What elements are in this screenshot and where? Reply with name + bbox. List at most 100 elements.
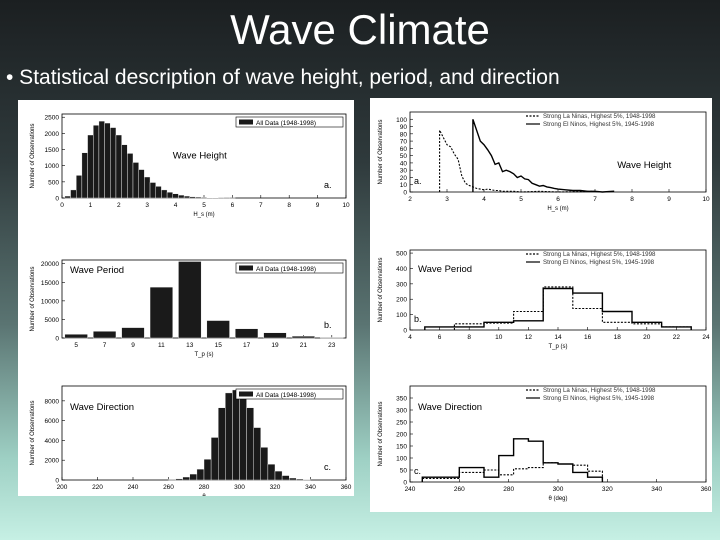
x-tick-label: 14 — [554, 334, 562, 341]
legend-entry: All Data (1948-1998) — [256, 392, 316, 399]
y-tick-label: 1500 — [45, 147, 60, 154]
x-tick-label: 280 — [503, 486, 514, 493]
y-tick-label: 5000 — [45, 317, 60, 324]
y-tick-label: 8000 — [45, 398, 60, 405]
x-tick-label: 16 — [584, 334, 592, 341]
y-tick-label: 500 — [396, 251, 407, 258]
slide-title: Wave Climate — [230, 6, 490, 53]
legend-box — [235, 262, 344, 274]
bar — [267, 463, 276, 481]
bar — [132, 162, 139, 199]
legend: Strong La Ninas, Highest 5%, 1948-1998St… — [526, 113, 656, 128]
y-tick-label: 100 — [396, 117, 407, 124]
y-axis-label: Number of Observations — [378, 257, 384, 322]
legend-entry: Strong La Ninas, Highest 5%, 1948-1998 — [543, 387, 656, 394]
x-tick-label: 6 — [556, 196, 560, 203]
y-tick-label: 150 — [396, 444, 407, 451]
x-tick-label: 260 — [454, 486, 465, 493]
y-tick-label: 20 — [400, 175, 408, 182]
panel-letter: a. — [324, 180, 332, 190]
x-axis-label: θ (deg) — [548, 496, 567, 502]
panel-letter: b. — [324, 320, 332, 330]
y-tick-label: 0 — [55, 336, 59, 343]
x-tick-label: 6 — [231, 202, 235, 209]
bar — [149, 182, 156, 199]
bar — [246, 407, 254, 481]
y-tick-label: 50 — [400, 153, 408, 160]
plot-title-label: Wave Period — [70, 265, 124, 276]
bar — [87, 134, 94, 199]
x-tick-label: 360 — [341, 484, 352, 491]
series-line-el-nino — [472, 119, 615, 193]
x-tick-label: 5 — [519, 196, 523, 203]
y-axis-label: Number of Observations — [30, 400, 36, 465]
legend-swatch — [239, 119, 253, 125]
x-tick-label: 2 — [408, 196, 412, 203]
bar — [239, 397, 247, 481]
legend: All Data (1948-1998) — [235, 262, 344, 274]
legend-swatch — [239, 391, 253, 397]
legend-entry: Strong El Ninos, Highest 5%, 1945-1998 — [543, 121, 655, 128]
panel-letter: a. — [414, 176, 422, 186]
y-tick-label: 350 — [396, 396, 407, 403]
x-tick-label: 1 — [89, 202, 93, 209]
x-tick-label: 280 — [199, 484, 210, 491]
series-line-la-nina — [439, 129, 596, 193]
x-tick-label: 9 — [316, 202, 320, 209]
y-tick-label: 0 — [55, 478, 59, 485]
bar — [196, 468, 205, 481]
left-figure-panel: 0 500 1000 1500 2000 2500 0 1 2 3 4 5 6 7 8 9 10 H_s (m) N… — [18, 100, 354, 500]
x-tick-label: 7 — [103, 342, 107, 349]
bar — [110, 127, 117, 199]
y-tick-label: 200 — [396, 432, 407, 439]
panel-letter: c. — [414, 466, 421, 476]
x-tick-label: 22 — [673, 334, 681, 341]
bar — [93, 331, 117, 339]
legend: All Data (1948-1998) — [235, 116, 344, 128]
y-tick-label: 10 — [400, 182, 408, 189]
legend-entry: Strong La Ninas, Highest 5%, 1948-1998 — [543, 251, 656, 258]
bar — [206, 320, 230, 339]
bar — [253, 427, 261, 481]
y-tick-label: 0 — [403, 480, 407, 487]
x-tick-label: 23 — [328, 342, 336, 349]
plot-title-label: Wave Direction — [418, 402, 482, 413]
x-tick-label: 20 — [643, 334, 651, 341]
bar — [291, 335, 315, 339]
plot-frame — [61, 259, 347, 339]
bar — [166, 191, 173, 199]
x-tick-label: 10 — [702, 196, 710, 203]
y-tick-label: 2000 — [45, 131, 60, 138]
x-tick-label: 7 — [593, 196, 597, 203]
bar — [172, 193, 179, 199]
x-axis-label: H_s (m) — [193, 212, 214, 218]
bar — [183, 195, 190, 199]
bar — [144, 176, 151, 199]
y-tick-label: 1000 — [45, 163, 60, 170]
x-tick-label: 8 — [287, 202, 291, 209]
y-tick-label: 50 — [400, 468, 408, 475]
bar — [200, 197, 208, 199]
right-figure-panel: 0 10 20 30 40 50 60 70 80 90 100 2 3 4 5 6 7 8 9 10 H_s (m) N… — [370, 98, 712, 512]
series-line-la-nina — [421, 462, 603, 482]
y-tick-label: 20000 — [41, 261, 59, 268]
y-tick-label: 60 — [400, 146, 408, 153]
x-axis-label: T_p (s) — [194, 352, 213, 358]
plot-title-label: Wave Period — [418, 264, 472, 275]
bar — [81, 152, 88, 199]
legend-entry: All Data (1948-1998) — [256, 266, 316, 273]
x-tick-label: 340 — [305, 484, 316, 491]
bar — [168, 479, 176, 481]
y-tick-label: 0 — [55, 196, 59, 203]
x-tick-label: 200 — [57, 484, 68, 491]
bar — [232, 389, 240, 481]
bar — [127, 153, 134, 199]
legend-entry: All Data (1948-1998) — [256, 120, 316, 127]
x-tick-label: 8 — [467, 334, 471, 341]
chart-lp: 0 5000 10000 15000 20000 5 7 9 11 13 15 17 19 21 23 T_p… — [30, 259, 347, 358]
chart-rp: 0 100 200 300 400 500 4 6 8 10 12 14 16 18 20 22 24 T_p (… — [378, 249, 710, 350]
bar — [210, 437, 219, 481]
bar — [281, 475, 290, 481]
bar — [289, 477, 297, 481]
x-tick-label: 7 — [259, 202, 263, 209]
